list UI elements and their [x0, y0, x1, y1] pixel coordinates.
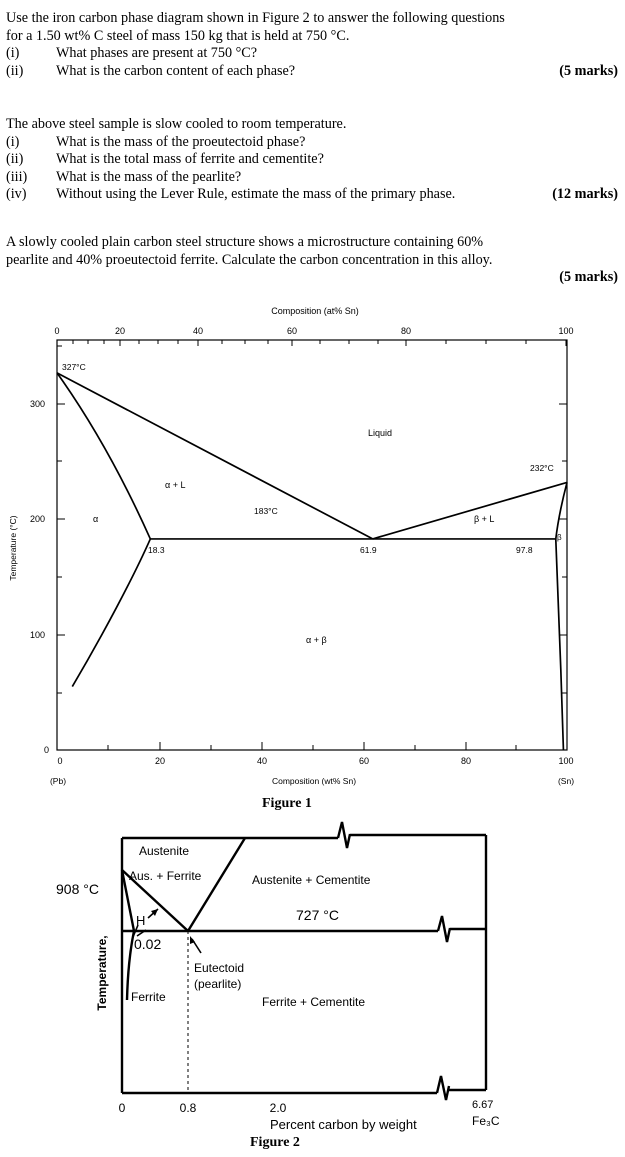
fig1-bottom-tick-80: 80	[461, 756, 471, 766]
fig1-beta-solvus	[554, 538, 565, 751]
fig1-label-183: 183°C	[254, 506, 278, 516]
fig1-top-tick-marks	[56, 340, 567, 346]
fig1-label-18-3: 18.3	[148, 545, 165, 555]
fig1-y-axis-title: Temperature (°C)	[8, 515, 18, 580]
fig2-x-tick-2-0: 2.0	[270, 1101, 287, 1115]
figure-1-phase-diagram: Composition (at% Sn) 0 20 40 60 80 100 0…	[8, 306, 574, 786]
q1-intro-line-1: Use the iron carbon phase diagram shown …	[6, 10, 505, 26]
fig1-beta-solidus	[554, 482, 568, 540]
fig1-y-tick-300: 300	[30, 399, 45, 409]
figure-1-caption: Figure 1	[262, 796, 312, 811]
fig2-label-908: 908 °C	[56, 881, 99, 897]
fig1-label-beta: β	[557, 533, 562, 542]
fig1-top-tick-40: 40	[193, 326, 203, 336]
fig1-top-axis-title: Composition (at% Sn)	[271, 306, 359, 316]
fig1-bottom-tick-marks	[107, 742, 517, 750]
q2-marks: (12 marks)	[552, 186, 618, 202]
fig1-label-97-8: 97.8	[516, 545, 533, 555]
fig1-label-alpha-beta: α + β	[306, 635, 327, 645]
fig2-label-0-02: 0.02	[134, 936, 161, 952]
fig1-sn-label: (Sn)	[558, 776, 574, 786]
q1-intro-line-2: for a 1.50 wt% C steel of mass 150 kg th…	[6, 27, 350, 44]
fig1-y-tick-0: 0	[44, 745, 49, 755]
q1-marks: (5 marks)	[559, 62, 618, 79]
fig1-bottom-tick-0: 0	[57, 756, 62, 766]
question-3: A slowly cooled plain carbon steel struc…	[6, 234, 618, 286]
fig1-pb-label: (Pb)	[50, 776, 66, 786]
figure-2-caption: Figure 2	[250, 1135, 300, 1150]
fig1-top-tick-100: 100	[558, 326, 573, 336]
q2-item-1: (i) What is the mass of the proeutectoid…	[6, 133, 306, 150]
fig2-x-tick-0-8: 0.8	[180, 1101, 197, 1115]
fig2-x-axis-title: Percent carbon by weight	[270, 1117, 417, 1132]
fig1-top-tick-0: 0	[54, 326, 59, 336]
fig2-label-aus-ferrite: Aus. + Ferrite	[129, 869, 202, 883]
fig2-label-pearlite: (pearlite)	[194, 977, 241, 991]
fig1-plot-frame	[56, 339, 568, 751]
figure-2-phase-diagram: Austenite Aus. + Ferrite Austenite + Cem…	[56, 821, 500, 1132]
fig2-label-ferrite-cementite: Ferrite + Cementite	[262, 995, 365, 1009]
fig1-phase-boundaries	[56, 372, 568, 751]
fig2-label-ferrite: Ferrite	[131, 990, 166, 1004]
fig2-y-axis-title: Temperature,	[95, 935, 109, 1010]
fig1-alpha-solidus	[56, 372, 152, 540]
q2-item-4: (iv) Without using the Lever Rule, estim…	[6, 186, 618, 202]
fig1-bottom-tick-40: 40	[257, 756, 267, 766]
fig2-label-austenite: Austenite	[139, 844, 189, 858]
fig1-label-327: 327°C	[62, 362, 86, 372]
fig2-arrowheads	[151, 909, 195, 944]
fig1-top-tick-80: 80	[401, 326, 411, 336]
q1-item-1: (i) What phases are present at 750 °C?	[6, 45, 258, 61]
fig1-label-alpha-l: α + L	[165, 480, 185, 490]
fig1-y-tick-marks	[57, 345, 567, 751]
q2-intro: The above steel sample is slow cooled to…	[6, 116, 347, 132]
fig1-bottom-tick-60: 60	[359, 756, 369, 766]
fig1-label-alpha: α	[93, 514, 98, 524]
fig2-label-6-67: 6.67	[472, 1099, 493, 1111]
fig1-label-liquid: Liquid	[368, 428, 392, 438]
fig1-label-beta-l: β + L	[474, 514, 494, 524]
fig2-label-h: H	[136, 913, 145, 928]
fig1-top-tick-60: 60	[287, 326, 297, 336]
q3-marks: (5 marks)	[559, 269, 618, 285]
fig1-liquidus-right	[372, 481, 568, 540]
question-2: The above steel sample is slow cooled to…	[6, 116, 618, 204]
q2-item-3: (iii) What is the mass of the pearlite?	[6, 168, 242, 185]
fig1-alpha-solvus	[71, 538, 152, 687]
fig1-bottom-axis-title: Composition (wt% Sn)	[272, 776, 356, 786]
q3-line-2: pearlite and 40% proeutectoid ferrite. C…	[6, 251, 493, 268]
q2-item-2: (ii) What is the total mass of ferrite a…	[6, 151, 324, 167]
q3-line-1: A slowly cooled plain carbon steel struc…	[6, 234, 484, 250]
fig1-bottom-tick-100: 100	[558, 756, 573, 766]
fig1-bottom-tick-20: 20	[155, 756, 165, 766]
fig1-y-tick-200: 200	[30, 514, 45, 524]
fig2-label-fe3c: Fe₃C	[472, 1114, 500, 1128]
fig1-y-tick-100: 100	[30, 630, 45, 640]
fig2-label-eutectoid: Eutectoid	[194, 961, 244, 975]
fig1-label-61-9: 61.9	[360, 545, 377, 555]
fig1-top-tick-20: 20	[115, 326, 125, 336]
question-1: Use the iron carbon phase diagram shown …	[6, 10, 618, 80]
fig2-x-tick-0: 0	[119, 1101, 126, 1115]
fig1-liquidus-left	[56, 372, 374, 540]
fig2-label-aus-cementite: Austenite + Cementite	[252, 873, 371, 887]
fig2-lines	[120, 821, 488, 1101]
fig1-label-232: 232°C	[530, 463, 554, 473]
q1-item-2: (ii) What is the carbon content of each …	[6, 62, 618, 79]
fig2-label-727: 727 °C	[296, 907, 339, 923]
